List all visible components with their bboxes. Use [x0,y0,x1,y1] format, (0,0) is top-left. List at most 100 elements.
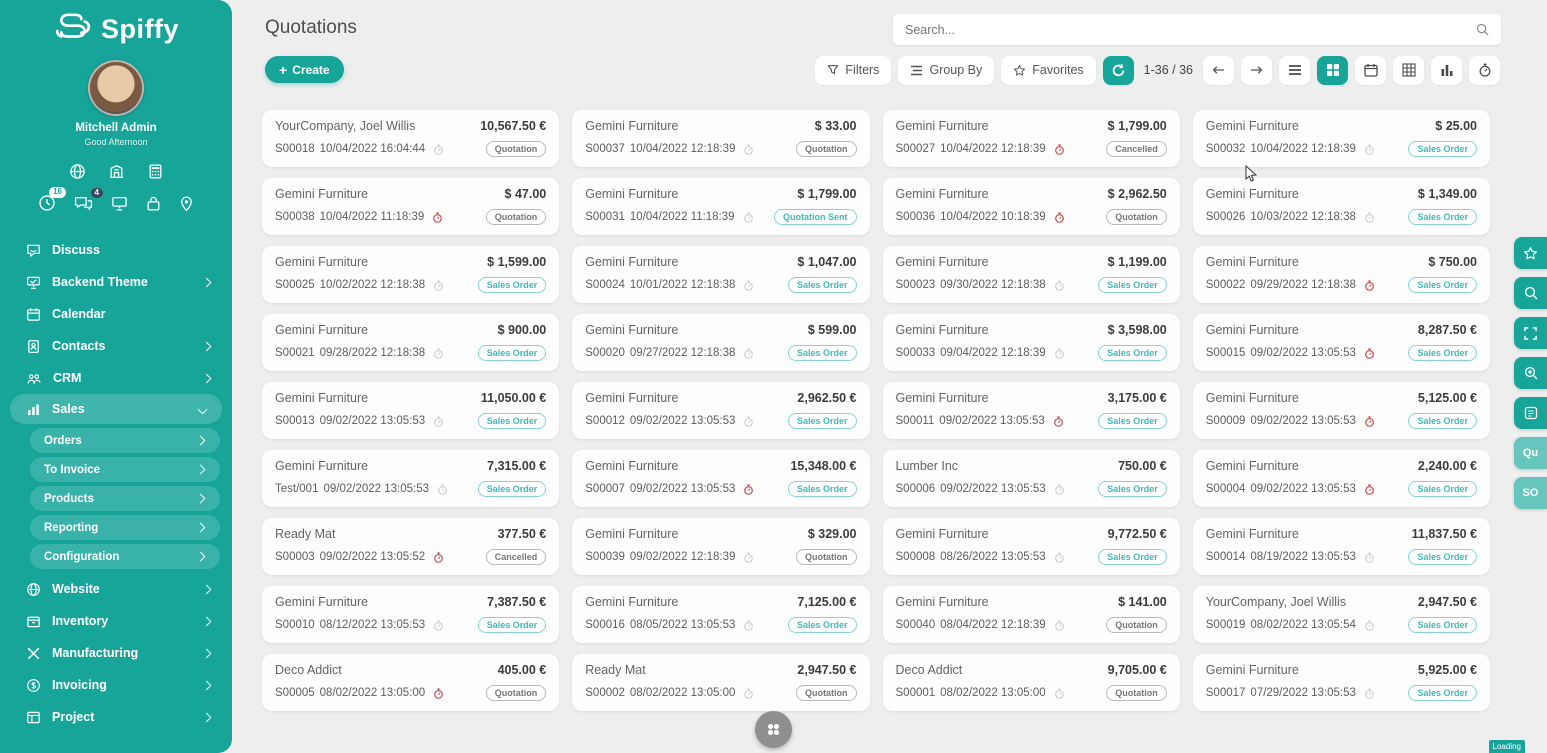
activity-clock-icon[interactable] [1364,619,1375,631]
activity-clock-icon[interactable] [433,415,444,427]
filters-button[interactable]: Filters [815,55,892,85]
quotation-card[interactable]: Gemini Furniture 7,387.50 € S00010 08/12… [262,586,560,643]
quotation-card[interactable]: Gemini Furniture 7,315.00 € Test/001 09/… [262,450,560,507]
quotation-card[interactable]: Gemini Furniture 15,348.00 € S00007 09/0… [572,450,870,507]
activity-clock-icon[interactable] [1364,687,1375,699]
sidebar-item-discuss[interactable]: Discuss [0,234,232,266]
zoom-in-button[interactable] [1514,357,1547,389]
activity-clock-icon[interactable] [1364,143,1375,155]
quotation-card[interactable]: Gemini Furniture $ 1,799.00 S00027 10/04… [882,110,1180,167]
sidebar-item-inventory[interactable]: Inventory [0,605,232,637]
list-view-button[interactable] [1279,55,1310,85]
globe-icon[interactable] [69,163,86,180]
kanban-view-button[interactable] [1317,55,1348,85]
messages-icon[interactable]: 4 [74,187,103,212]
activity-clock-icon[interactable] [1054,279,1065,291]
quotation-card[interactable]: Ready Mat 377.50 € S00003 09/02/2022 13:… [262,518,560,575]
sidebar-subitem-reporting[interactable]: Reporting [30,515,220,540]
quotation-card[interactable]: Gemini Furniture $ 900.00 S00021 09/28/2… [262,314,560,371]
sidebar-subitem-products[interactable]: Products [30,486,220,511]
location-pin-icon[interactable] [179,195,194,212]
quotation-card[interactable]: Gemini Furniture $ 2,962.50 S00036 10/04… [882,178,1180,235]
activity-clock-icon[interactable] [1054,143,1065,155]
activity-clock-icon[interactable] [743,483,754,495]
calculator-icon[interactable] [147,163,164,180]
quotation-card[interactable]: Gemini Furniture $ 329.00 S00039 09/02/2… [572,518,870,575]
quotation-card[interactable]: Gemini Furniture 2,240.00 € S00004 09/02… [1192,450,1490,507]
activity-clock-icon[interactable] [743,415,754,427]
sidebar-item-backend-theme[interactable]: Backend Theme [0,266,232,298]
activity-clock-icon[interactable] [1364,415,1375,427]
quotation-card[interactable]: Gemini Furniture $ 1,047.00 S00024 10/01… [572,246,870,303]
activity-clock-icon[interactable] [743,143,754,155]
quotation-card[interactable]: Gemini Furniture 2,962.50 € S00012 09/02… [572,382,870,439]
activity-clock-icon[interactable] [1054,211,1065,223]
activity-clock-icon[interactable]: 16 [38,187,66,212]
activity-clock-icon[interactable] [433,143,444,155]
app-logo[interactable]: Spiffy [0,0,232,46]
activity-clock-icon[interactable] [433,279,444,291]
avatar[interactable] [88,60,144,116]
activity-clock-icon[interactable] [433,687,444,699]
quotation-card[interactable]: Gemini Furniture $ 25.00 S00032 10/04/20… [1192,110,1490,167]
sidebar-item-calendar[interactable]: Calendar [0,298,232,330]
quotation-card[interactable]: Gemini Furniture $ 1,799.00 S00031 10/04… [572,178,870,235]
quotation-card[interactable]: Lumber Inc 750.00 € S00006 09/02/2022 13… [882,450,1180,507]
apps-launcher-button[interactable] [755,711,792,748]
sidebar-item-contacts[interactable]: Contacts [0,330,232,362]
search-input[interactable] [893,22,1476,37]
pager-next-button[interactable] [1241,55,1272,85]
activity-view-button[interactable] [1469,55,1500,85]
quotation-card[interactable]: YourCompany, Joel Willis 10,567.50 € S00… [262,110,560,167]
activity-clock-icon[interactable] [1364,211,1375,223]
activity-clock-icon[interactable] [437,483,448,495]
sidebar-subitem-configuration[interactable]: Configuration [30,544,220,569]
sidebar-item-sales[interactable]: Sales [10,394,222,424]
refresh-button[interactable] [1102,55,1134,85]
quotation-card[interactable]: Gemini Furniture 8,287.50 € S00015 09/02… [1192,314,1490,371]
quotation-card[interactable]: Gemini Furniture $ 3,598.00 S00033 09/04… [882,314,1180,371]
quotation-card[interactable]: Gemini Furniture $ 141.00 S00040 08/04/2… [882,586,1180,643]
activity-clock-icon[interactable] [1364,347,1375,359]
quotation-card[interactable]: Gemini Furniture 3,175.00 € S00011 09/02… [882,382,1180,439]
quotation-card[interactable]: Gemini Furniture 9,772.50 € S00008 08/26… [882,518,1180,575]
group-by-button[interactable]: Group By [898,55,995,85]
activity-clock-icon[interactable] [1054,619,1065,631]
activity-clock-icon[interactable] [433,619,444,631]
quotation-filter-button[interactable]: Qu [1514,437,1547,469]
activity-clock-icon[interactable] [743,279,754,291]
activity-clock-icon[interactable] [743,687,754,699]
calendar-view-button[interactable] [1355,55,1386,85]
activity-clock-icon[interactable] [743,347,754,359]
pivot-view-button[interactable] [1393,55,1424,85]
quotation-card[interactable]: Gemini Furniture 5,125.00 € S00009 09/02… [1192,382,1490,439]
activity-clock-icon[interactable] [743,551,754,563]
activity-clock-icon[interactable] [743,619,754,631]
quotation-card[interactable]: Gemini Furniture $ 47.00 S00038 10/04/20… [262,178,560,235]
lock-icon[interactable] [146,195,161,212]
graph-view-button[interactable] [1431,55,1462,85]
favorites-button[interactable]: Favorites [1001,55,1096,85]
create-button[interactable]: + Create [265,56,344,83]
sidebar-item-manufacturing[interactable]: Manufacturing [0,637,232,669]
activity-clock-icon[interactable] [743,211,754,223]
sidebar-item-website[interactable]: Website [0,573,232,605]
pager-previous-button[interactable] [1203,55,1234,85]
sales-order-filter-button[interactable]: SO [1514,477,1547,509]
search-tool-button[interactable] [1514,277,1547,309]
quotation-card[interactable]: Gemini Furniture 7,125.00 € S00016 08/05… [572,586,870,643]
activity-clock-icon[interactable] [1364,551,1375,563]
activity-clock-icon[interactable] [1053,415,1064,427]
quotation-card[interactable]: Gemini Furniture $ 599.00 S00020 09/27/2… [572,314,870,371]
sidebar-item-project[interactable]: Project [0,701,232,733]
activity-clock-icon[interactable] [433,551,444,563]
quotation-card[interactable]: Gemini Furniture 5,925.00 € S00017 07/29… [1192,654,1490,711]
sidebar-item-crm[interactable]: CRM [0,362,232,394]
sidebar-item-invoicing[interactable]: Invoicing [0,669,232,701]
activity-clock-icon[interactable] [432,211,443,223]
quotation-card[interactable]: Deco Addict 405.00 € S00005 08/02/2022 1… [262,654,560,711]
activity-clock-icon[interactable] [1054,551,1065,563]
activity-clock-icon[interactable] [433,347,444,359]
building-icon[interactable] [108,163,125,180]
quotation-card[interactable]: YourCompany, Joel Willis 2,947.50 € S000… [1192,586,1490,643]
